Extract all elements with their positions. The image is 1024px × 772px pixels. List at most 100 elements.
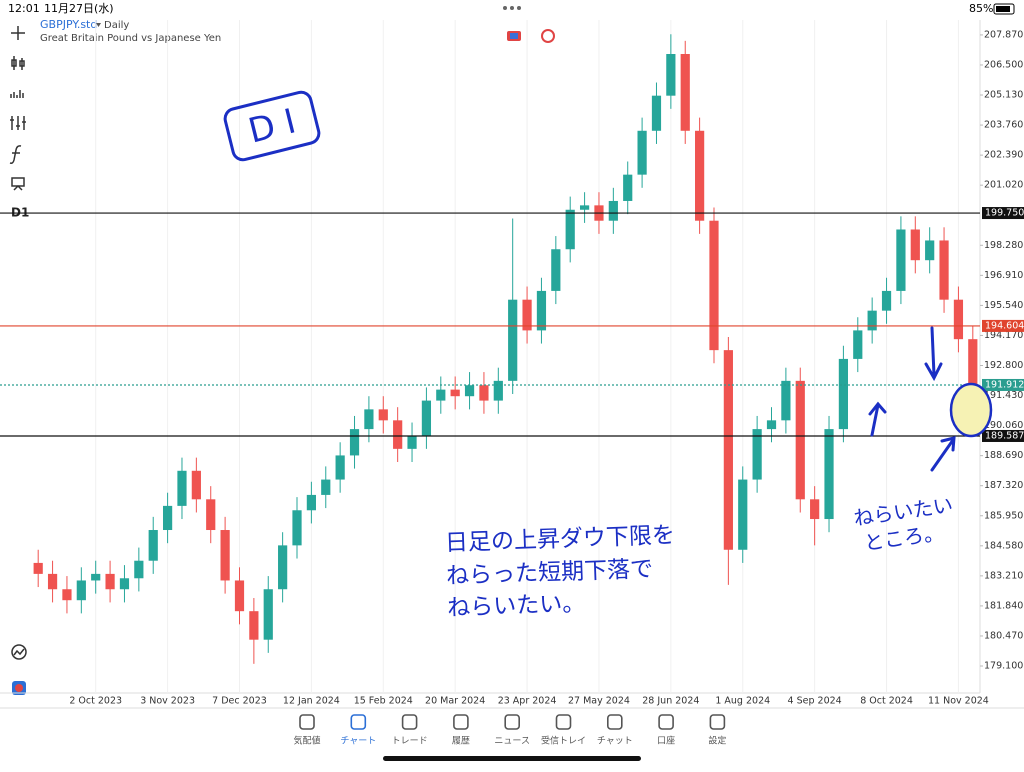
y-tick-label: 192.800 [984, 360, 1023, 371]
x-tick-label: 1 Aug 2024 [715, 696, 770, 707]
y-tick-label: 191.430 [984, 390, 1023, 401]
function-tool[interactable] [9, 145, 22, 164]
price-label: 199.750 [985, 208, 1024, 219]
nav-label[interactable]: 受信トレイ [541, 735, 586, 747]
candle-body [824, 429, 834, 520]
nav-label[interactable]: 気配値 [293, 735, 320, 747]
y-tick-label: 202.390 [984, 150, 1023, 161]
status-date: 11月27日(水) [44, 2, 114, 15]
app-icon-dot [15, 684, 23, 692]
compare-tool[interactable] [11, 644, 27, 660]
y-tick-label: 179.100 [984, 661, 1023, 672]
candle-body [263, 589, 273, 640]
y-tick-label: 198.280 [984, 240, 1023, 251]
crosshair-tool[interactable] [11, 26, 25, 40]
candle-body [968, 339, 978, 386]
candle-body [637, 130, 647, 175]
nav-label[interactable]: チャート [340, 736, 376, 747]
candle-body [62, 589, 72, 601]
description: Great Britain Pound vs Japanese Yen [40, 33, 221, 44]
nav-label[interactable]: 口座 [657, 735, 675, 747]
x-tick-label: 7 Dec 2023 [212, 696, 267, 707]
up-arrow [868, 401, 887, 437]
y-tick-label: 184.580 [984, 540, 1023, 551]
x-tick-label: 28 Jun 2024 [642, 696, 699, 707]
clock-icon[interactable] [541, 29, 555, 43]
x-tick-label: 20 Mar 2024 [425, 696, 485, 707]
candle-body [867, 310, 877, 331]
candle-body [321, 479, 331, 495]
candle-body [953, 299, 964, 340]
candle-body [378, 409, 388, 421]
candle-body [608, 200, 618, 221]
dropdown-arrow [96, 23, 101, 27]
candle-body [306, 494, 316, 511]
candle-body [838, 358, 849, 430]
x-tick-label: 8 Oct 2024 [860, 696, 913, 707]
candle-body [436, 389, 446, 401]
nav-label[interactable]: 履歴 [452, 736, 470, 747]
candle-body [766, 420, 777, 430]
candle-body [349, 429, 360, 456]
candle-body [278, 545, 288, 590]
y-tick-label: 195.540 [984, 300, 1023, 311]
nav-icon[interactable] [606, 714, 623, 730]
y-tick-label: 205.130 [984, 90, 1023, 101]
candle-body [191, 470, 201, 500]
candle-body [651, 95, 662, 131]
nav-label[interactable]: チャット [597, 736, 633, 747]
candle-body [853, 330, 863, 359]
chart-type-tool[interactable] [11, 56, 25, 70]
nav-icon[interactable] [709, 714, 726, 730]
indicators-tool[interactable] [10, 90, 24, 98]
chart: 207.870 206.500 205.130 203.760 202.390 201.0… [0, 20, 1024, 707]
nav-icon[interactable] [555, 714, 572, 730]
x-tick-label: 3 Nov 2023 [140, 696, 195, 707]
candle-body [781, 380, 791, 421]
candle-body [623, 174, 633, 201]
nav-icon[interactable] [350, 714, 367, 730]
y-tick-label: 201.020 [984, 180, 1023, 191]
candle-body [162, 505, 173, 531]
nav-icon[interactable] [453, 714, 469, 730]
nav-icon[interactable] [299, 714, 315, 730]
candle-body [105, 573, 115, 590]
timeframe[interactable]: Daily [104, 20, 129, 31]
nav-label[interactable]: トレード [392, 737, 428, 747]
target-arrow [930, 436, 956, 472]
settings-tool[interactable] [10, 116, 26, 130]
x-tick-label: 11 Nov 2024 [928, 696, 989, 707]
dots [503, 6, 521, 10]
nav-icon[interactable] [401, 714, 418, 730]
nav-label[interactable]: 設定 [708, 735, 726, 747]
x-tick-label: 2 Oct 2023 [69, 696, 122, 707]
symbol[interactable]: GBPJPY.std [40, 18, 97, 31]
candle-body [536, 290, 547, 331]
candle-body [220, 530, 230, 581]
nav-label[interactable]: ニュース [494, 737, 530, 747]
candle-body [551, 249, 561, 291]
candle-body [119, 578, 130, 590]
bottom-nav: 気配値 チャート トレード 履歴 ニュース 受信トレイ チャット 口座 設定 [293, 714, 726, 747]
candle-body [795, 380, 805, 500]
candle-body [939, 240, 949, 300]
candle-body [881, 290, 892, 311]
hand-annotations [223, 90, 993, 472]
candle-body [680, 54, 690, 131]
candle-body [723, 350, 733, 550]
nav-icon[interactable] [658, 714, 674, 730]
compare-tool-line [13, 648, 25, 656]
y-tick-label: 181.840 [984, 600, 1023, 611]
home-indicator [383, 756, 641, 761]
candle-body [91, 573, 101, 581]
candle-body [76, 580, 86, 601]
candle-body [249, 611, 259, 640]
candle-body [738, 479, 748, 550]
objects-tool[interactable] [11, 177, 25, 191]
nav-icon[interactable] [504, 714, 521, 730]
status-battery: 85% [969, 2, 993, 15]
battery-level [996, 6, 1010, 12]
x-tick-label: 27 May 2024 [568, 696, 630, 707]
